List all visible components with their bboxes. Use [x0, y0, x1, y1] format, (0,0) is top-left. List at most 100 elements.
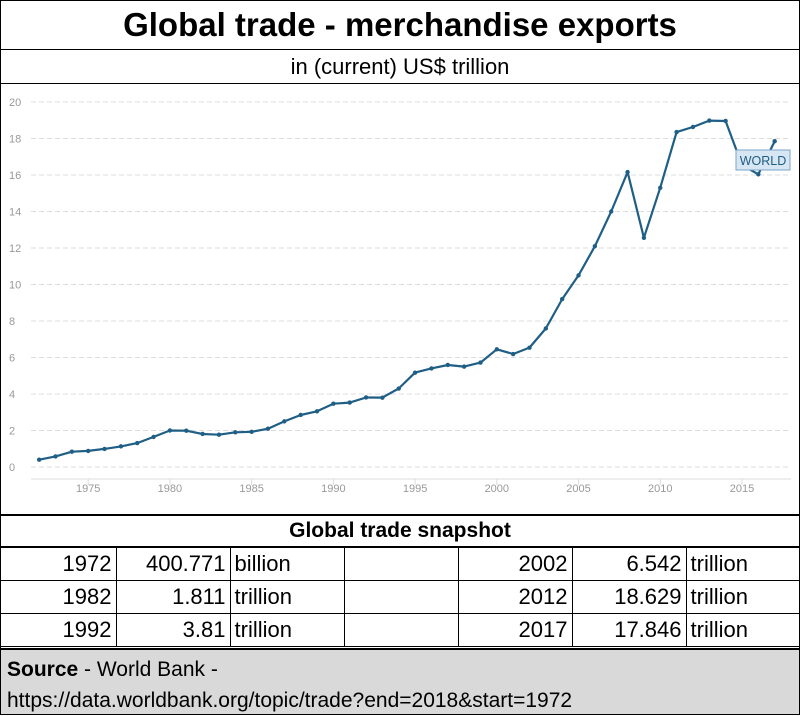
table-row: 1992 3.81 trillion 2017 17.846 trillion	[1, 613, 799, 647]
y-tick-label: 14	[9, 207, 21, 219]
data-point	[674, 129, 679, 135]
data-point	[249, 429, 254, 434]
snapshot-value: 17.846	[571, 613, 687, 647]
y-tick-label: 10	[9, 280, 21, 292]
data-point	[658, 185, 663, 190]
y-tick-label: 6	[9, 353, 15, 365]
y-tick-label: 0	[9, 462, 15, 474]
data-point	[592, 243, 598, 249]
snapshot-year: 2012	[457, 580, 573, 614]
source-label: Source	[7, 658, 79, 681]
snapshot-unit: trillion	[229, 613, 345, 647]
snapshot-value: 400.771	[115, 548, 231, 581]
source-note: Source - World Bank - https://data.world…	[1, 648, 799, 714]
exports-line-chart: 0 2 4 6 8 10 12 14 16 18 20 1975 1980 1985 1990 1995 200…	[9, 97, 791, 495]
data-point	[559, 296, 565, 302]
data-point	[331, 401, 336, 406]
data-point	[609, 209, 614, 214]
snapshot-unit: trillion	[685, 548, 799, 581]
data-point	[151, 434, 156, 440]
label-layer: WORLD	[735, 149, 791, 171]
data-point	[102, 446, 107, 452]
data-point	[723, 118, 728, 124]
data-point	[363, 395, 369, 400]
snapshot-year: 2017	[457, 613, 573, 647]
data-point	[527, 345, 532, 350]
source-url: https://data.worldbank.org/topic/trade?e…	[7, 689, 573, 712]
snapshot-unit: trillion	[229, 580, 345, 614]
data-point	[494, 347, 500, 352]
table-row: 1982 1.811 trillion 2012 18.629 trillion	[1, 580, 799, 614]
y-tick-label: 4	[9, 389, 15, 401]
grid-layer	[31, 101, 791, 480]
chart-area: 0 2 4 6 8 10 12 14 16 18 20 1975 1980 1985 1990 1995 200…	[1, 84, 799, 514]
y-tick-label: 2	[9, 426, 15, 438]
point-layer	[36, 118, 777, 462]
data-point	[86, 448, 91, 454]
data-point	[625, 169, 630, 175]
page-subtitle: in (current) US$ trillion	[1, 50, 799, 84]
data-point	[510, 351, 516, 357]
snapshot-year: 1982	[1, 580, 117, 614]
line-layer	[38, 119, 776, 461]
snapshot-spacer	[343, 548, 459, 581]
data-point	[167, 428, 173, 433]
x-tick-label: 2005	[566, 483, 590, 495]
series-label-box	[735, 149, 791, 171]
data-point	[461, 364, 467, 369]
y-tick-label: 8	[9, 316, 15, 328]
data-point	[265, 426, 271, 431]
data-point	[429, 366, 434, 371]
x-tick-label: 1980	[158, 483, 182, 495]
data-point	[756, 172, 761, 177]
data-point	[347, 400, 352, 405]
data-point	[707, 118, 712, 123]
y-tick-label: 20	[9, 97, 21, 109]
snapshot-year: 2002	[457, 548, 573, 581]
x-tick-label: 1975	[76, 483, 100, 495]
snapshot-value: 1.811	[115, 580, 231, 614]
data-point	[641, 235, 647, 240]
y-tick-label: 16	[9, 170, 21, 182]
snapshot-spacer	[343, 613, 459, 647]
data-point	[200, 431, 205, 437]
x-tick-label: 2010	[648, 483, 672, 495]
snapshot-title: Global trade snapshot	[1, 514, 799, 548]
data-point	[772, 139, 777, 144]
y-tick-label: 12	[9, 243, 21, 255]
data-point	[298, 412, 303, 418]
data-point	[543, 326, 549, 331]
snapshot-unit: billion	[229, 548, 345, 581]
data-point	[69, 449, 75, 454]
data-point	[314, 409, 320, 414]
data-point	[576, 273, 581, 278]
snapshot-value: 6.542	[571, 548, 687, 581]
x-tick-label: 1990	[321, 483, 345, 495]
data-point	[282, 419, 287, 424]
data-point	[478, 360, 483, 365]
snapshot-spacer	[343, 580, 459, 614]
x-tick-label: 1995	[403, 483, 427, 495]
y-tick-label: 18	[9, 134, 21, 146]
snapshot-table: 1972 400.771 billion 2002 6.542 trillion 1982 1…	[1, 548, 799, 647]
data-point	[118, 444, 124, 449]
data-point	[690, 124, 696, 130]
data-point	[53, 454, 58, 459]
snapshot-year: 1992	[1, 613, 117, 647]
snapshot-unit: trillion	[685, 613, 799, 647]
data-point	[135, 440, 140, 446]
data-point	[396, 386, 401, 391]
snapshot-value: 3.81	[115, 613, 231, 647]
x-tick-label: 2000	[485, 483, 509, 495]
tick-layer: 0 2 4 6 8 10 12 14 16 18 20 1975 1980 1985 1990 1995 200…	[9, 97, 754, 495]
snapshot-year: 1972	[1, 548, 117, 581]
snapshot-value: 18.629	[571, 580, 687, 614]
table-row: 1972 400.771 billion 2002 6.542 trillion	[1, 548, 799, 581]
source-text: - World Bank -	[78, 658, 218, 681]
data-point	[216, 432, 222, 437]
data-point	[233, 430, 238, 435]
data-point	[184, 428, 189, 433]
data-point	[412, 370, 418, 375]
data-point	[445, 362, 450, 368]
